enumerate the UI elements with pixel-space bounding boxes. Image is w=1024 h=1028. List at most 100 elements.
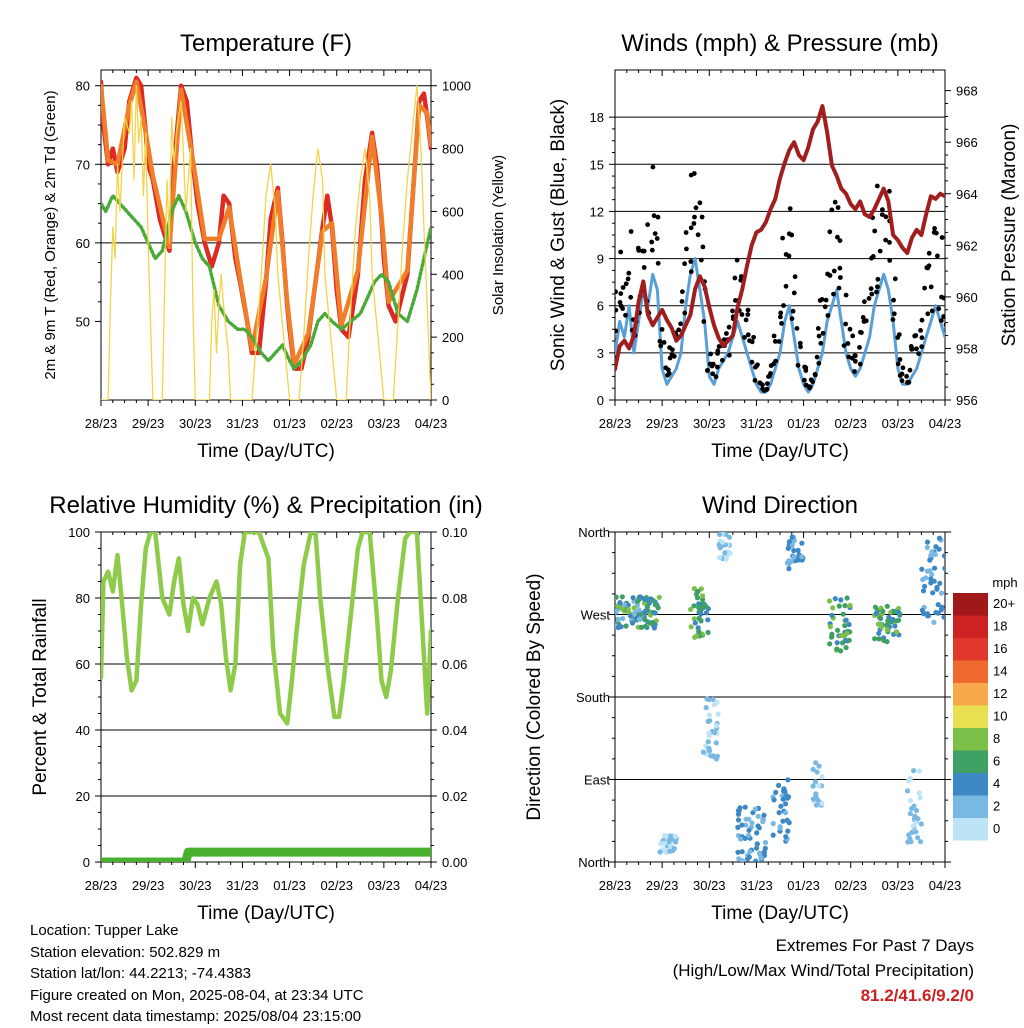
direction-point bbox=[703, 705, 709, 711]
direction-point bbox=[891, 609, 897, 615]
direction-point bbox=[661, 832, 668, 839]
x-tick-label: 02/23 bbox=[834, 878, 867, 893]
gust-point bbox=[899, 371, 905, 377]
direction-point bbox=[873, 610, 880, 617]
legend-swatch bbox=[953, 683, 988, 706]
legend-label: 14 bbox=[993, 664, 1007, 679]
legend-title: mph bbox=[992, 575, 1017, 590]
direction-point bbox=[631, 610, 638, 616]
x-tick-label: 01/23 bbox=[787, 878, 820, 893]
y2-tick-label: 0.10 bbox=[442, 525, 467, 540]
direction-point bbox=[918, 821, 924, 827]
gust-point bbox=[815, 326, 821, 331]
gust-point bbox=[742, 335, 747, 340]
direction-point bbox=[776, 782, 782, 789]
direction-point bbox=[666, 838, 672, 845]
gust-point bbox=[904, 373, 909, 379]
gust-point bbox=[771, 333, 777, 339]
direction-point bbox=[785, 794, 792, 800]
direction-point bbox=[703, 603, 709, 610]
gust-point bbox=[941, 314, 945, 319]
x-tick-label: 29/23 bbox=[132, 416, 165, 431]
gust-point bbox=[926, 250, 932, 256]
direction-point bbox=[928, 576, 934, 582]
legend-swatch bbox=[953, 728, 988, 751]
gust-point bbox=[933, 230, 939, 236]
direction-point bbox=[672, 833, 678, 840]
gust-point bbox=[649, 239, 655, 245]
gust-point bbox=[853, 358, 858, 364]
panel-3: Relative Humidity (%) & Precipitation (i… bbox=[30, 492, 483, 924]
series-line bbox=[615, 104, 945, 372]
direction-point bbox=[835, 627, 841, 633]
direction-point bbox=[615, 608, 619, 614]
gust-point bbox=[831, 291, 836, 297]
direction-point bbox=[907, 811, 913, 817]
gust-point bbox=[943, 322, 945, 327]
direction-point bbox=[754, 830, 760, 836]
direction-point bbox=[696, 601, 702, 607]
direction-point bbox=[762, 839, 769, 846]
direction-point bbox=[688, 624, 694, 630]
gust-point bbox=[939, 235, 945, 240]
legend-swatch bbox=[953, 750, 988, 773]
direction-point bbox=[814, 769, 820, 775]
recent-text: Most recent data timestamp: 2025/08/04 2… bbox=[30, 1008, 362, 1025]
direction-point bbox=[782, 801, 789, 807]
direction-point bbox=[830, 605, 836, 611]
direction-point bbox=[671, 846, 677, 852]
gust-point bbox=[651, 213, 657, 219]
gust-point bbox=[671, 353, 677, 359]
direction-point bbox=[735, 811, 742, 817]
gust-point bbox=[751, 334, 756, 340]
plot-area bbox=[615, 532, 945, 862]
direction-point bbox=[838, 632, 844, 639]
gust-point bbox=[857, 361, 863, 367]
direction-point bbox=[872, 636, 878, 642]
gust-point bbox=[659, 327, 665, 332]
direction-point bbox=[717, 532, 723, 537]
gust-point bbox=[892, 276, 898, 282]
y-tick-label: West bbox=[581, 608, 611, 623]
gust-point bbox=[928, 284, 934, 290]
direction-point bbox=[735, 824, 741, 831]
gust-point bbox=[682, 310, 688, 316]
gust-point bbox=[922, 285, 927, 291]
gust-point bbox=[705, 368, 710, 373]
gust-point bbox=[623, 281, 629, 287]
gust-point bbox=[745, 312, 751, 317]
direction-point bbox=[786, 558, 792, 564]
direction-point bbox=[705, 629, 711, 636]
direction-point bbox=[657, 849, 663, 855]
direction-point bbox=[714, 699, 720, 706]
panel-2: Winds (mph) & Pressure (mb) 0 3 6 9 12 15 18 956… bbox=[548, 30, 1020, 462]
x-tick-label: 30/23 bbox=[179, 878, 212, 893]
gust-point bbox=[625, 276, 631, 282]
gust-point bbox=[880, 207, 885, 213]
created-text: Figure created on Mon, 2025-08-04, at 23… bbox=[30, 986, 364, 1004]
gust-point bbox=[620, 285, 626, 290]
y2-tick-label: 600 bbox=[442, 204, 464, 219]
gust-point bbox=[679, 299, 685, 304]
direction-point bbox=[742, 804, 748, 810]
gust-point bbox=[739, 312, 745, 317]
gust-point bbox=[749, 359, 755, 365]
gust-point bbox=[875, 284, 880, 290]
gust-point bbox=[617, 300, 623, 305]
gust-point bbox=[810, 379, 816, 385]
direction-point bbox=[819, 774, 825, 780]
y2-tick-label: 1000 bbox=[442, 79, 471, 94]
gust-point bbox=[814, 354, 820, 360]
gust-point bbox=[645, 222, 650, 228]
y2-axis-label: Solar Insolation (Yellow) bbox=[490, 155, 507, 315]
direction-point bbox=[920, 588, 927, 594]
gust-point bbox=[730, 308, 735, 314]
gust-point bbox=[822, 304, 828, 310]
gust-point bbox=[857, 345, 862, 350]
gust-point bbox=[914, 346, 919, 352]
legend-label: 20+ bbox=[993, 596, 1015, 611]
gust-point bbox=[918, 328, 923, 333]
direction-point bbox=[935, 602, 941, 608]
series-line bbox=[101, 85, 431, 400]
gust-point bbox=[684, 246, 689, 252]
